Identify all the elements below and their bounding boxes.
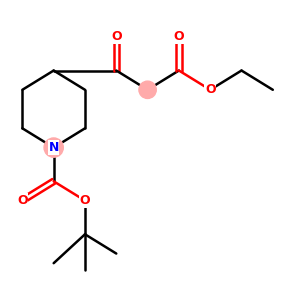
Text: O: O (174, 30, 184, 43)
Circle shape (139, 81, 156, 98)
Text: O: O (205, 83, 215, 96)
Circle shape (44, 138, 63, 157)
Text: N: N (49, 141, 59, 154)
Text: O: O (17, 194, 28, 207)
Text: O: O (80, 194, 90, 207)
Text: O: O (111, 30, 122, 43)
